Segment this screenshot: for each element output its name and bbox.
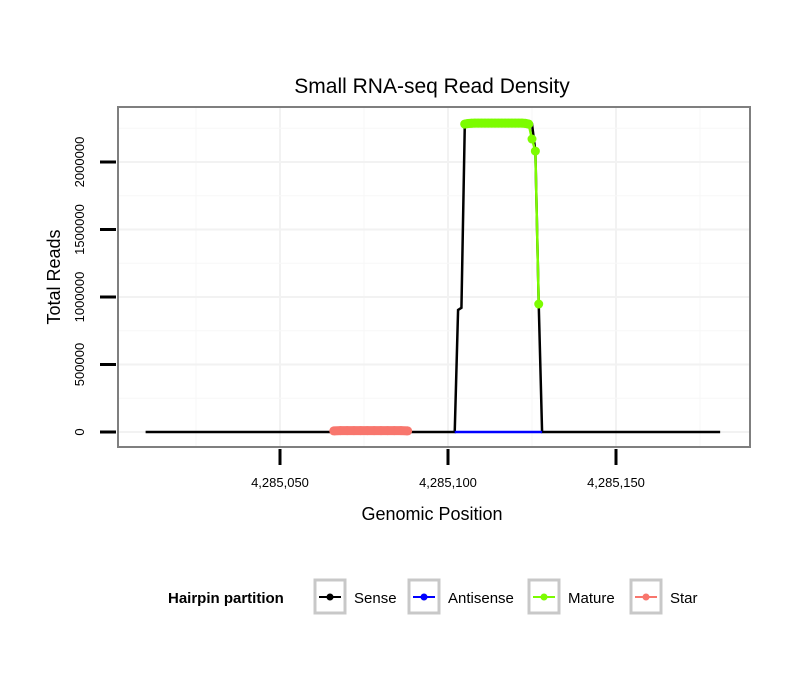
legend-dot-sense xyxy=(326,593,334,601)
legend-dot-mature xyxy=(540,593,548,601)
legend-label-star: Star xyxy=(670,590,698,607)
y-tick-label: 1000000 xyxy=(72,272,87,323)
data-point-mature xyxy=(527,134,537,144)
legend-label-mature: Mature xyxy=(568,590,615,607)
legend: Hairpin partition Sense Antisense Mature St… xyxy=(168,578,698,615)
legend-label-sense: Sense xyxy=(354,590,397,607)
data-point-mature xyxy=(530,146,540,156)
x-tick-label: 4,285,150 xyxy=(587,475,645,490)
x-axis-label: Genomic Position xyxy=(361,504,502,524)
y-tick-label: 2000000 xyxy=(72,137,87,188)
data-point-mature xyxy=(534,299,544,309)
y-tick-label: 1500000 xyxy=(72,204,87,255)
legend-dot-antisense xyxy=(420,593,428,601)
legend-title: Hairpin partition xyxy=(168,590,284,607)
legend-label-antisense: Antisense xyxy=(448,590,514,607)
y-tick-label: 500000 xyxy=(72,343,87,386)
y-tick-label: 0 xyxy=(72,428,87,435)
x-tick-label: 4,285,100 xyxy=(419,475,477,490)
chart-title: Small RNA-seq Read Density xyxy=(294,75,570,98)
y-axis-label: Total Reads xyxy=(44,229,64,324)
plot-panel xyxy=(117,106,751,448)
series-band-mature xyxy=(460,118,534,129)
legend-dot-star xyxy=(642,593,650,601)
x-tick-label: 4,285,050 xyxy=(251,475,309,490)
